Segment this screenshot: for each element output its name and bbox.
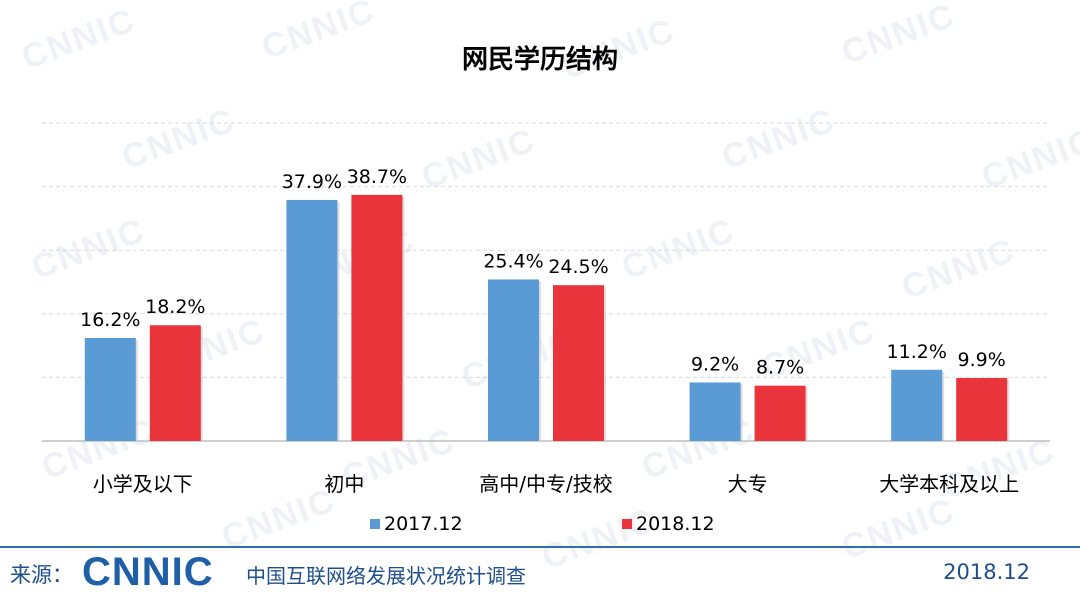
report-date: 2018.12 bbox=[943, 560, 1030, 584]
data-label: 18.2% bbox=[145, 296, 205, 318]
data-label: 8.7% bbox=[756, 357, 804, 379]
cnnic-logo: CNNIC bbox=[82, 550, 214, 594]
data-label: 38.7% bbox=[347, 166, 407, 188]
data-labels: 16.2%18.2% 37.9% 38.7% 25.4% 24.5% 9.2% 8.7% 11… bbox=[80, 166, 1006, 379]
category-labels: 小学及以下 初中 高中/中专/技校 大专 大学本科及以上 bbox=[93, 472, 1019, 496]
bar-2018.12 bbox=[351, 194, 403, 441]
category-label: 高中/中专/技校 bbox=[479, 472, 612, 496]
footer-divider bbox=[0, 546, 1080, 548]
bars bbox=[84, 194, 1010, 441]
category-label: 初中 bbox=[324, 472, 364, 496]
bar-chart: 网民学历结构 16.2%18.2% 37.9% 38.7% 25.4% 24.5% 9.2… bbox=[42, 44, 1050, 535]
legend-label: 2017.12 bbox=[384, 513, 463, 535]
data-label: 11.2% bbox=[887, 341, 947, 363]
bar-2018.12 bbox=[956, 378, 1008, 441]
legend: 2017.12 2018.12 bbox=[370, 513, 715, 535]
bar-2017.12 bbox=[286, 199, 338, 441]
footer: 来源： CNNIC 中国互联网络发展状况统计调查 2018.12 bbox=[0, 548, 1080, 599]
bar-2017.12 bbox=[488, 279, 539, 441]
data-label: 9.2% bbox=[691, 353, 739, 375]
category-label: 大专 bbox=[728, 472, 768, 496]
data-label: 16.2% bbox=[80, 309, 140, 331]
legend-swatch bbox=[370, 519, 380, 529]
data-label: 25.4% bbox=[483, 250, 543, 272]
legend-swatch bbox=[622, 519, 632, 529]
gridlines bbox=[42, 122, 1050, 442]
bar-2018.12 bbox=[553, 285, 604, 441]
bar-2017.12 bbox=[689, 382, 741, 441]
bar-2017.12 bbox=[84, 337, 136, 441]
legend-label: 2018.12 bbox=[636, 513, 715, 535]
chart-title: 网民学历结构 bbox=[462, 44, 618, 75]
source-label: 来源： bbox=[10, 563, 73, 587]
source-organization: 中国互联网络发展状况统计调查 bbox=[246, 564, 526, 588]
category-label: 大学本科及以上 bbox=[879, 472, 1019, 496]
data-label: 24.5% bbox=[548, 256, 608, 278]
bar-2017.12 bbox=[891, 369, 943, 441]
bar-2018.12 bbox=[754, 385, 806, 441]
data-label: 9.9% bbox=[958, 349, 1006, 371]
data-label: 37.9% bbox=[282, 171, 342, 193]
bar-2018.12 bbox=[149, 325, 201, 441]
category-label: 小学及以下 bbox=[93, 472, 193, 496]
